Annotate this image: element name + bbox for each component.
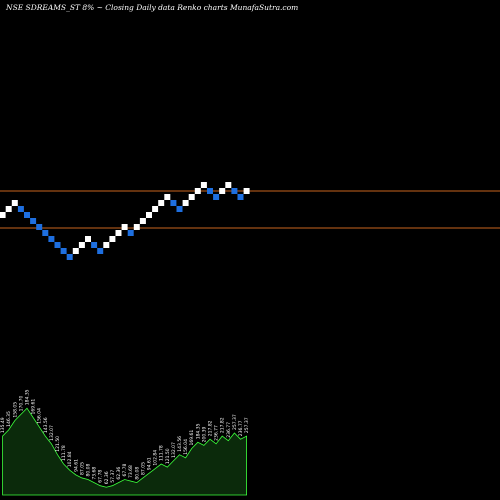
renko-brick-34 [207, 188, 213, 194]
volume-label-6: 156.04 [37, 408, 43, 424]
renko-brick-15 [91, 242, 98, 248]
renko-brick-1 [5, 206, 12, 212]
volume-label-7: 143.56 [43, 417, 49, 433]
renko-brick-39 [237, 194, 244, 200]
volume-label-2: 158.05 [12, 402, 18, 418]
volume-label-12: 94.61 [73, 459, 79, 472]
volume-label-24: 94.61 [147, 457, 153, 470]
level-lines [0, 190, 500, 229]
renko-brick-38 [231, 188, 238, 194]
renko-brick-10 [60, 248, 67, 254]
volume-label-40: 257.37 [244, 417, 250, 433]
volume-label-14: 80.08 [86, 463, 92, 476]
renko-brick-5 [30, 218, 37, 224]
volume-label-33: 200.39 [201, 427, 207, 443]
volume-label-8: 132.07 [49, 425, 55, 441]
volume-area-path [2, 407, 247, 496]
renko-brick-40 [243, 188, 250, 194]
volume-label-38: 257.37 [232, 414, 238, 430]
volume-label-25: 102.84 [153, 450, 159, 466]
renko-brick-23 [139, 218, 146, 224]
renko-brick-19 [115, 230, 122, 236]
volume-label-21: 73.68 [128, 465, 134, 478]
volume-label-5: 169.61 [31, 399, 37, 415]
volume-label-19: 62.36 [116, 467, 122, 480]
volume-area [2, 407, 247, 496]
volume-label-36: 217.82 [220, 417, 226, 433]
renko-brick-35 [213, 194, 220, 200]
chart-title: NSE SDREAMS_ST 8% ~ Closing Daily data R… [6, 3, 299, 12]
volume-label-10: 111.78 [61, 445, 67, 461]
renko-brick-37 [225, 182, 232, 188]
volume-label-23: 87.05 [140, 462, 146, 475]
volume-label-20: 67.78 [122, 463, 128, 476]
volume-label-4: 184.35 [25, 389, 31, 405]
renko-brick-4 [24, 212, 30, 218]
renko-brick-7 [42, 230, 49, 236]
volume-label-39: 236.77 [238, 420, 244, 436]
renko-brick-9 [54, 242, 61, 248]
renko-brick-31 [188, 194, 195, 200]
volume-label-9: 121.50 [55, 436, 61, 452]
volume-label-15: 73.68 [92, 467, 98, 480]
volume-label-11: 102.84 [67, 451, 73, 467]
renko-brick-24 [146, 212, 152, 218]
volume-label-32: 184.35 [195, 423, 201, 439]
renko-brick-14 [85, 236, 91, 242]
volume-label-18: 57.37 [110, 470, 116, 483]
renko-brick-11 [66, 254, 73, 260]
renko-brick-25 [152, 206, 159, 212]
renko-brick-20 [121, 224, 128, 230]
renko-brick-32 [194, 188, 201, 194]
volume-label-16: 67.78 [98, 470, 104, 483]
volume-label-37: 236.77 [226, 422, 232, 438]
volume-label-1: 146.35 [6, 411, 12, 427]
volume-label-28: 132.07 [171, 442, 177, 458]
renko-brick-33 [200, 182, 207, 188]
renko-bricks [0, 182, 250, 260]
renko-brick-2 [11, 200, 18, 206]
renko-brick-21 [127, 230, 134, 236]
renko-brick-0 [0, 212, 6, 218]
renko-brick-26 [158, 200, 165, 206]
renko-brick-17 [103, 242, 110, 248]
volume-label-22: 80.08 [134, 467, 140, 480]
volume-label-13: 87.05 [79, 462, 85, 475]
renko-brick-36 [219, 188, 226, 194]
renko-brick-18 [109, 236, 116, 242]
volume-label-34: 217.82 [208, 420, 214, 436]
volume-label-3: 170.70 [18, 396, 24, 412]
volume-label-29: 143.56 [177, 436, 183, 452]
renko-brick-8 [48, 236, 55, 242]
volume-label-30: 156.04 [183, 439, 189, 455]
renko-brick-22 [133, 224, 140, 230]
volume-label-31: 169.61 [189, 430, 195, 446]
renko-brick-27 [164, 194, 171, 200]
renko-brick-16 [97, 248, 104, 254]
volume-label-0: 135.49 [0, 417, 6, 433]
renko-brick-29 [176, 206, 183, 212]
renko-brick-30 [182, 200, 189, 206]
renko-brick-12 [72, 248, 79, 254]
renko-brick-13 [78, 242, 85, 248]
volume-label-17: 62.36 [104, 471, 110, 484]
renko-brick-28 [170, 200, 177, 206]
volume-label-27: 121.50 [165, 448, 171, 464]
volume-label-35: 236.77 [214, 425, 220, 441]
volume-label-26: 111.78 [159, 445, 165, 461]
renko-brick-6 [36, 224, 43, 230]
renko-brick-3 [17, 206, 24, 212]
